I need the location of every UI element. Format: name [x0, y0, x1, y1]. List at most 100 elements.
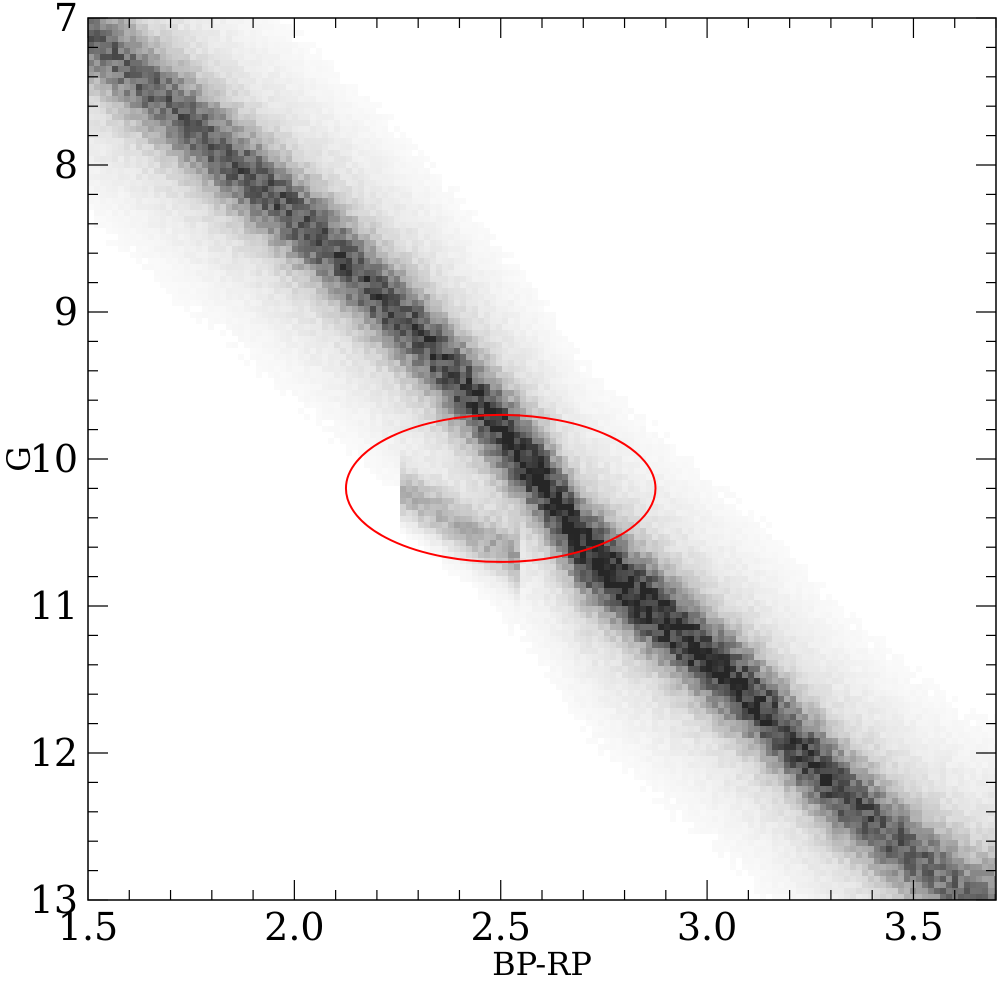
density-cell: [454, 420, 460, 426]
density-cell: [388, 288, 394, 294]
density-cell: [274, 180, 280, 186]
density-cell: [508, 486, 514, 492]
density-cell: [226, 162, 232, 168]
density-cell: [358, 216, 364, 222]
density-cell: [478, 486, 484, 492]
density-cell: [538, 576, 544, 582]
density-cell: [364, 174, 370, 180]
density-cell: [514, 342, 520, 348]
density-cell: [388, 306, 394, 312]
density-cell: [226, 180, 232, 186]
density-cell: [112, 198, 118, 204]
density-cell: [220, 258, 226, 264]
density-cell: [460, 270, 466, 276]
density-cell: [598, 576, 604, 582]
density-cell: [442, 546, 448, 552]
density-cell: [484, 396, 490, 402]
density-cell: [550, 672, 556, 678]
density-cell: [184, 168, 190, 174]
density-cell: [334, 126, 340, 132]
density-cell: [424, 252, 430, 258]
density-cell: [250, 30, 256, 36]
density-cell: [484, 534, 490, 540]
density-cell: [616, 420, 622, 426]
density-cell: [412, 420, 418, 426]
density-cell: [376, 450, 382, 456]
density-cell: [178, 186, 184, 192]
density-cell: [568, 426, 574, 432]
density-cell: [166, 282, 172, 288]
density-cell: [400, 228, 406, 234]
density-cell: [304, 246, 310, 252]
density-cell: [586, 558, 592, 564]
density-cell: [514, 510, 520, 516]
density-cell: [424, 192, 430, 198]
density-cell: [526, 534, 532, 540]
density-cell: [286, 378, 292, 384]
density-cell: [508, 252, 514, 258]
density-cell: [412, 204, 418, 210]
density-cell: [352, 336, 358, 342]
density-cell: [136, 228, 142, 234]
density-cell: [532, 420, 538, 426]
density-cell: [406, 498, 412, 504]
density-cell: [394, 126, 400, 132]
density-cell: [352, 258, 358, 264]
density-cell: [352, 120, 358, 126]
density-cell: [358, 408, 364, 414]
density-cell: [532, 486, 538, 492]
density-cell: [190, 66, 196, 72]
density-cell: [550, 324, 556, 330]
density-cell: [412, 456, 418, 462]
density-cell: [346, 126, 352, 132]
density-cell: [286, 300, 292, 306]
density-cell: [190, 120, 196, 126]
density-cell: [316, 408, 322, 414]
density-cell: [196, 90, 202, 96]
density-cell: [382, 132, 388, 138]
density-cell: [466, 288, 472, 294]
density-cell: [334, 84, 340, 90]
density-cell: [352, 126, 358, 132]
density-cell: [196, 264, 202, 270]
density-cell: [454, 534, 460, 540]
density-cell: [526, 498, 532, 504]
density-cell: [172, 48, 178, 54]
density-cell: [484, 516, 490, 522]
density-cell: [532, 612, 538, 618]
density-cell: [418, 150, 424, 156]
density-cell: [382, 396, 388, 402]
density-cell: [586, 576, 592, 582]
density-cell: [598, 672, 604, 678]
density-cell: [382, 258, 388, 264]
density-cell: [472, 324, 478, 330]
density-cell: [142, 42, 148, 48]
density-cell: [490, 474, 496, 480]
density-cell: [304, 366, 310, 372]
density-cell: [238, 246, 244, 252]
density-cell: [268, 282, 274, 288]
density-cell: [610, 654, 616, 660]
density-cell: [610, 402, 616, 408]
density-cell: [394, 144, 400, 150]
density-cell: [328, 90, 334, 96]
density-cell: [502, 432, 508, 438]
density-cell: [184, 174, 190, 180]
density-cell: [298, 132, 304, 138]
density-cell: [460, 480, 466, 486]
density-cell: [478, 510, 484, 516]
density-cell: [100, 168, 106, 174]
density-cell: [364, 198, 370, 204]
density-cell: [340, 222, 346, 228]
density-cell: [286, 348, 292, 354]
density-cell: [484, 318, 490, 324]
density-cell: [112, 72, 118, 78]
density-cell: [214, 18, 220, 24]
density-cell: [250, 138, 256, 144]
density-cell: [448, 456, 454, 462]
density-cell: [370, 426, 376, 432]
density-cell: [136, 36, 142, 42]
density-cell: [370, 378, 376, 384]
density-cell: [274, 138, 280, 144]
density-cell: [430, 414, 436, 420]
